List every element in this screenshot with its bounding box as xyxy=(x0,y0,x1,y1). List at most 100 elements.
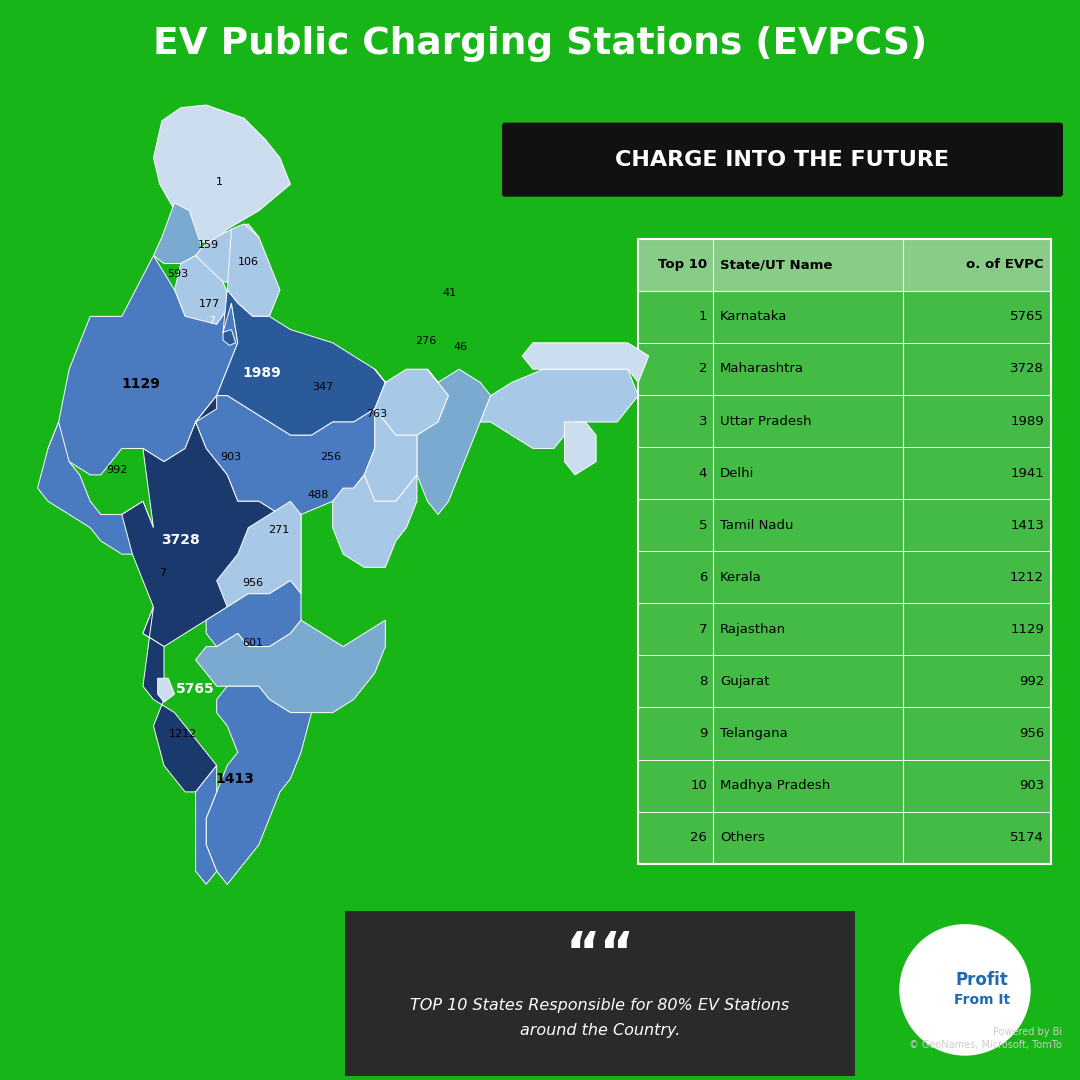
Polygon shape xyxy=(206,686,311,885)
Text: Profit: Profit xyxy=(956,971,1009,989)
Polygon shape xyxy=(153,203,202,264)
Polygon shape xyxy=(222,329,235,346)
Text: 26: 26 xyxy=(690,832,707,845)
Text: 992: 992 xyxy=(1018,675,1044,688)
Circle shape xyxy=(900,924,1030,1055)
Text: © GeoNames, Microsoft, TomTo: © GeoNames, Microsoft, TomTo xyxy=(909,1040,1062,1050)
Text: 159: 159 xyxy=(198,240,219,249)
Text: 7: 7 xyxy=(160,568,166,578)
Text: 1: 1 xyxy=(216,177,224,187)
Text: Karnataka: Karnataka xyxy=(720,310,787,323)
Text: 106: 106 xyxy=(238,257,258,267)
FancyBboxPatch shape xyxy=(638,604,1051,656)
Text: 276: 276 xyxy=(415,336,436,346)
FancyBboxPatch shape xyxy=(638,499,1051,551)
Text: 5765: 5765 xyxy=(1010,310,1044,323)
FancyBboxPatch shape xyxy=(638,759,1051,811)
Text: Rajasthan: Rajasthan xyxy=(720,623,786,636)
Text: 488: 488 xyxy=(307,490,328,500)
Text: Tamil Nadu: Tamil Nadu xyxy=(720,518,794,531)
Text: CHARGE INTO THE FUTURE: CHARGE INTO THE FUTURE xyxy=(615,150,949,170)
Text: 4: 4 xyxy=(699,467,707,480)
Text: Delhi: Delhi xyxy=(720,467,754,480)
Text: Gujarat: Gujarat xyxy=(720,675,769,688)
Text: 3728: 3728 xyxy=(161,534,200,546)
FancyBboxPatch shape xyxy=(638,395,1051,447)
Polygon shape xyxy=(333,475,417,567)
FancyBboxPatch shape xyxy=(638,447,1051,499)
Text: 903: 903 xyxy=(220,451,242,462)
Text: 903: 903 xyxy=(1018,779,1044,792)
Polygon shape xyxy=(143,607,217,792)
Text: Powered by Bi: Powered by Bi xyxy=(993,1027,1062,1037)
FancyBboxPatch shape xyxy=(345,910,855,1076)
Polygon shape xyxy=(375,369,448,435)
Text: Maharashtra: Maharashtra xyxy=(720,363,804,376)
FancyBboxPatch shape xyxy=(638,239,1051,291)
Text: Madhya Pradesh: Madhya Pradesh xyxy=(720,779,831,792)
Text: 1413: 1413 xyxy=(1010,518,1044,531)
Text: 1212: 1212 xyxy=(1010,570,1044,584)
Text: ““: ““ xyxy=(565,929,635,981)
FancyBboxPatch shape xyxy=(638,291,1051,343)
Text: 956: 956 xyxy=(1018,727,1044,740)
Text: 1989: 1989 xyxy=(1011,415,1044,428)
Text: 2: 2 xyxy=(699,363,707,376)
Polygon shape xyxy=(523,342,649,382)
Polygon shape xyxy=(49,256,238,475)
Polygon shape xyxy=(417,369,490,514)
FancyBboxPatch shape xyxy=(502,123,1063,197)
Text: 41: 41 xyxy=(443,287,457,298)
Text: 1: 1 xyxy=(699,310,707,323)
FancyBboxPatch shape xyxy=(638,656,1051,707)
Polygon shape xyxy=(195,620,386,713)
Text: From It: From It xyxy=(954,993,1010,1007)
Text: 992: 992 xyxy=(107,464,127,474)
Text: TOP 10 States Responsible for 80% EV Stations: TOP 10 States Responsible for 80% EV Sta… xyxy=(410,998,789,1013)
Text: 1941: 1941 xyxy=(1010,467,1044,480)
Text: 1413: 1413 xyxy=(215,772,254,785)
Text: 46: 46 xyxy=(454,341,468,352)
Polygon shape xyxy=(217,289,386,435)
Polygon shape xyxy=(227,224,280,316)
Text: Telangana: Telangana xyxy=(720,727,787,740)
Polygon shape xyxy=(195,395,375,514)
Text: 1212: 1212 xyxy=(168,729,197,739)
Text: Top 10: Top 10 xyxy=(658,258,707,271)
Text: 7: 7 xyxy=(699,623,707,636)
Text: 3: 3 xyxy=(699,415,707,428)
Text: 347: 347 xyxy=(312,382,334,392)
FancyBboxPatch shape xyxy=(638,707,1051,759)
Text: 271: 271 xyxy=(268,525,289,535)
Polygon shape xyxy=(175,256,231,329)
Text: 9: 9 xyxy=(699,727,707,740)
Text: around the Country.: around the Country. xyxy=(519,1024,680,1039)
Text: 763: 763 xyxy=(366,408,387,419)
Text: Uttar Pradesh: Uttar Pradesh xyxy=(720,415,811,428)
Polygon shape xyxy=(38,422,153,554)
Text: 8: 8 xyxy=(699,675,707,688)
Text: 1129: 1129 xyxy=(1010,623,1044,636)
Text: 5: 5 xyxy=(699,518,707,531)
Text: 1129: 1129 xyxy=(122,377,161,391)
Polygon shape xyxy=(195,766,217,885)
Polygon shape xyxy=(153,105,291,245)
Text: 10: 10 xyxy=(690,779,707,792)
Text: State/UT Name: State/UT Name xyxy=(720,258,833,271)
Text: o. of EVPC: o. of EVPC xyxy=(967,258,1044,271)
Polygon shape xyxy=(122,395,301,647)
Text: 5174: 5174 xyxy=(1010,832,1044,845)
FancyBboxPatch shape xyxy=(638,811,1051,864)
Polygon shape xyxy=(195,224,259,282)
Polygon shape xyxy=(217,501,301,607)
Text: 5765: 5765 xyxy=(176,681,215,696)
FancyBboxPatch shape xyxy=(638,551,1051,604)
Text: 593: 593 xyxy=(166,269,188,279)
Text: 3728: 3728 xyxy=(1010,363,1044,376)
Text: Kerala: Kerala xyxy=(720,570,761,584)
Text: EV Public Charging Stations (EVPCS): EV Public Charging Stations (EVPCS) xyxy=(153,26,927,63)
Text: 177: 177 xyxy=(200,299,220,309)
Polygon shape xyxy=(206,581,301,647)
FancyBboxPatch shape xyxy=(638,343,1051,395)
Text: 601: 601 xyxy=(242,638,262,648)
